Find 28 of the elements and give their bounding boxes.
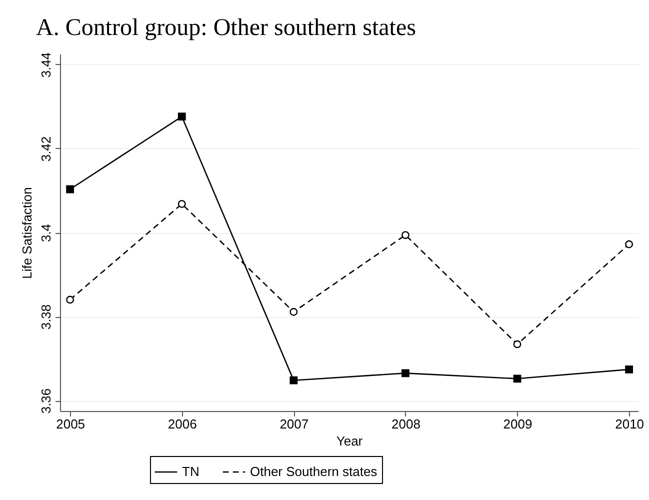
x-tick-label: 2005 xyxy=(56,416,86,432)
point xyxy=(513,340,522,348)
y-tick-label: 3.44 xyxy=(38,52,54,78)
y-tick-label: 3.38 xyxy=(38,304,54,330)
y-tick-label: 3.36 xyxy=(38,388,54,414)
legend-label: Other Southern states xyxy=(250,464,378,479)
x-tick-label: 2010 xyxy=(615,416,644,432)
point xyxy=(625,240,634,248)
point xyxy=(625,365,634,374)
point xyxy=(66,296,74,304)
point xyxy=(290,308,298,316)
point xyxy=(178,112,186,121)
point xyxy=(66,185,74,194)
y-tick-label: 3.4 xyxy=(38,224,54,242)
legend-label: TN xyxy=(182,464,200,479)
y-tick-label: 3.42 xyxy=(38,136,54,162)
x-tick-label: 2009 xyxy=(503,416,532,432)
point xyxy=(402,369,410,378)
point xyxy=(402,231,410,239)
x-tick-label: 2006 xyxy=(168,416,197,432)
x-axis-title: Year xyxy=(336,434,364,448)
chart-title: A. Control group: Other southern states xyxy=(36,14,416,41)
y-axis-title: Life Satisfaction xyxy=(20,187,34,279)
point xyxy=(290,376,298,384)
x-tick-label: 2008 xyxy=(391,416,420,432)
point xyxy=(513,374,522,383)
point xyxy=(178,200,186,208)
x-tick-label: 2007 xyxy=(280,416,309,432)
